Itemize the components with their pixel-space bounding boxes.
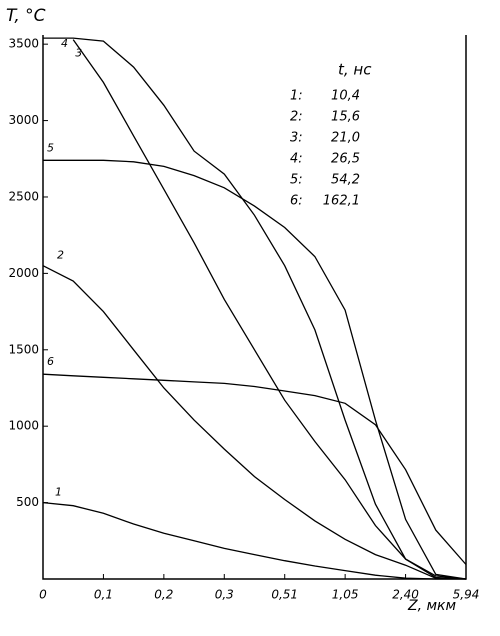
curve <box>43 37 467 580</box>
curve-label: 1 <box>55 486 62 499</box>
y-tick-label: 2500 <box>8 189 39 203</box>
curve <box>42 265 467 580</box>
x-tick-label: 1,05 <box>332 588 359 602</box>
legend-value: 26,5 <box>331 152 360 167</box>
curve <box>42 373 467 565</box>
curve-label: 4 <box>61 37 68 50</box>
legend-value: 162,1 <box>323 194 360 209</box>
legend-value: 15,6 <box>331 110 360 125</box>
legend-key: 1: <box>290 89 303 104</box>
y-tick-label: 500 <box>16 495 39 509</box>
x-axis-title: Z, мкм <box>407 598 457 614</box>
curve-label: 2 <box>57 249 64 262</box>
x-tick-label: 0 <box>39 588 47 602</box>
legend-title: t, нс <box>338 61 372 79</box>
x-tick-label: 5,94 <box>453 588 480 602</box>
legend-value: 10,4 <box>331 89 360 104</box>
axes <box>42 35 467 580</box>
y-tick-label: 2000 <box>8 266 39 280</box>
legend-key: 3: <box>290 131 303 146</box>
curve-label: 6 <box>47 355 54 368</box>
y-tick-label: 3000 <box>8 113 39 127</box>
legend-value: 21,0 <box>331 131 360 146</box>
x-tick-label: 2,40 <box>392 588 419 602</box>
curve <box>43 159 467 580</box>
curve-label: 5 <box>47 141 54 154</box>
y-axis-title: T, °C <box>6 6 46 26</box>
legend-key: 4: <box>290 152 303 167</box>
legend-key: 2: <box>290 110 303 125</box>
curve <box>42 501 466 580</box>
x-tick-label: 0,2 <box>154 588 173 602</box>
x-tick-label: 0,1 <box>94 588 113 602</box>
curve <box>72 39 467 580</box>
y-tick-label: 1000 <box>8 419 39 433</box>
y-tick-label: 1500 <box>8 342 39 356</box>
y-tick-label: 3500 <box>8 37 39 51</box>
x-tick-label: 0,51 <box>271 588 298 602</box>
legend-key: 6: <box>290 194 303 209</box>
legend-value: 54,2 <box>331 173 360 188</box>
legend-key: 5: <box>290 173 303 188</box>
x-tick-label: 0,3 <box>215 588 234 602</box>
curve-label: 3 <box>75 47 82 60</box>
